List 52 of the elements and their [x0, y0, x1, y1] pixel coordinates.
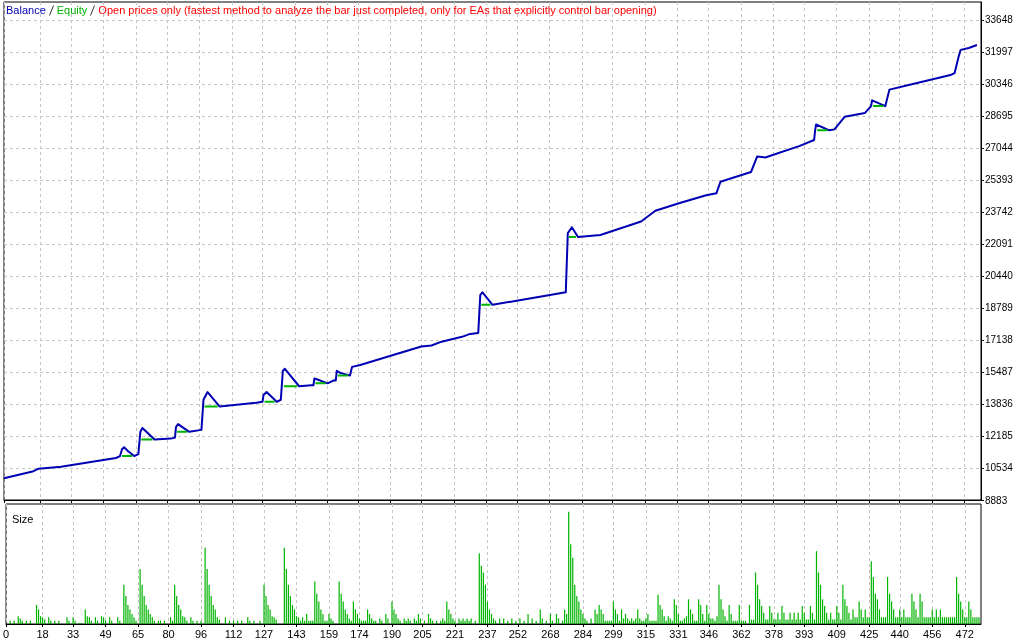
x-tick-label: 0 [3, 627, 10, 640]
x-tick-label: 331 [669, 627, 688, 640]
y-tick-label: 27044 [985, 142, 1014, 154]
y-tick-label: 23742 [985, 206, 1014, 218]
x-tick-label: 127 [254, 627, 274, 640]
x-tick-label: 456 [923, 627, 942, 640]
y-tick-label: 15487 [985, 366, 1014, 378]
x-tick-label: 143 [287, 627, 306, 640]
y-tick-label: 12185 [985, 430, 1014, 442]
x-tick-label: 299 [604, 627, 623, 640]
chart-title: Size [12, 512, 34, 525]
x-tick-label: 425 [860, 627, 879, 640]
x-tick-label: 409 [827, 627, 846, 640]
y-tick-label: 28695 [985, 110, 1014, 122]
x-tick-label: 472 [955, 627, 974, 640]
x-tick-label: 284 [573, 627, 593, 640]
y-tick-label: 31997 [985, 46, 1014, 58]
x-tick-label: 252 [508, 627, 528, 640]
x-tick-label: 237 [478, 627, 497, 640]
x-tick-label: 80 [162, 627, 175, 640]
text: Balance [6, 4, 46, 17]
x-tick-label: 18 [36, 627, 49, 640]
x-tick-label: 49 [99, 627, 112, 640]
x-tick-label: 33 [66, 627, 80, 640]
x-tick-label: 440 [890, 627, 909, 640]
x-tick-label: 205 [413, 627, 432, 640]
x-tick-label: 378 [764, 627, 783, 640]
x-tick-label: 221 [445, 627, 465, 640]
x-tick-label: 268 [541, 627, 560, 640]
x-tick-label: 159 [319, 627, 339, 640]
y-tick-label: 8883 [985, 494, 1008, 506]
x-tick-label: 346 [699, 627, 719, 640]
x-tick-label: 315 [636, 627, 656, 640]
text: Equity [56, 4, 88, 17]
y-tick-label: 10534 [985, 462, 1014, 474]
x-tick-label: 190 [382, 627, 402, 640]
x-tick-label: 393 [795, 627, 814, 640]
x-tick-label: 362 [732, 627, 751, 640]
x-tick-label: 112 [224, 627, 243, 640]
annotation: Open prices only (fastest method to analyze the bar just completed, only for EAs that explicitly control bar opening) [98, 4, 657, 17]
y-tick-label: 18789 [985, 302, 1014, 314]
y-tick-label: 33648 [985, 14, 1014, 26]
y-tick-label: 25393 [985, 174, 1014, 186]
x-tick-label: 174 [350, 627, 369, 640]
y-tick-label: 13836 [985, 398, 1014, 410]
line-series [3, 44, 978, 480]
y-tick-label: 30346 [985, 78, 1014, 90]
y-tick-label: 20440 [985, 270, 1014, 282]
x-tick-label: 65 [131, 627, 145, 640]
y-tick-label: 22091 [985, 238, 1014, 250]
y-tick-label: 17138 [985, 334, 1014, 346]
x-tick-label: 96 [194, 627, 208, 640]
